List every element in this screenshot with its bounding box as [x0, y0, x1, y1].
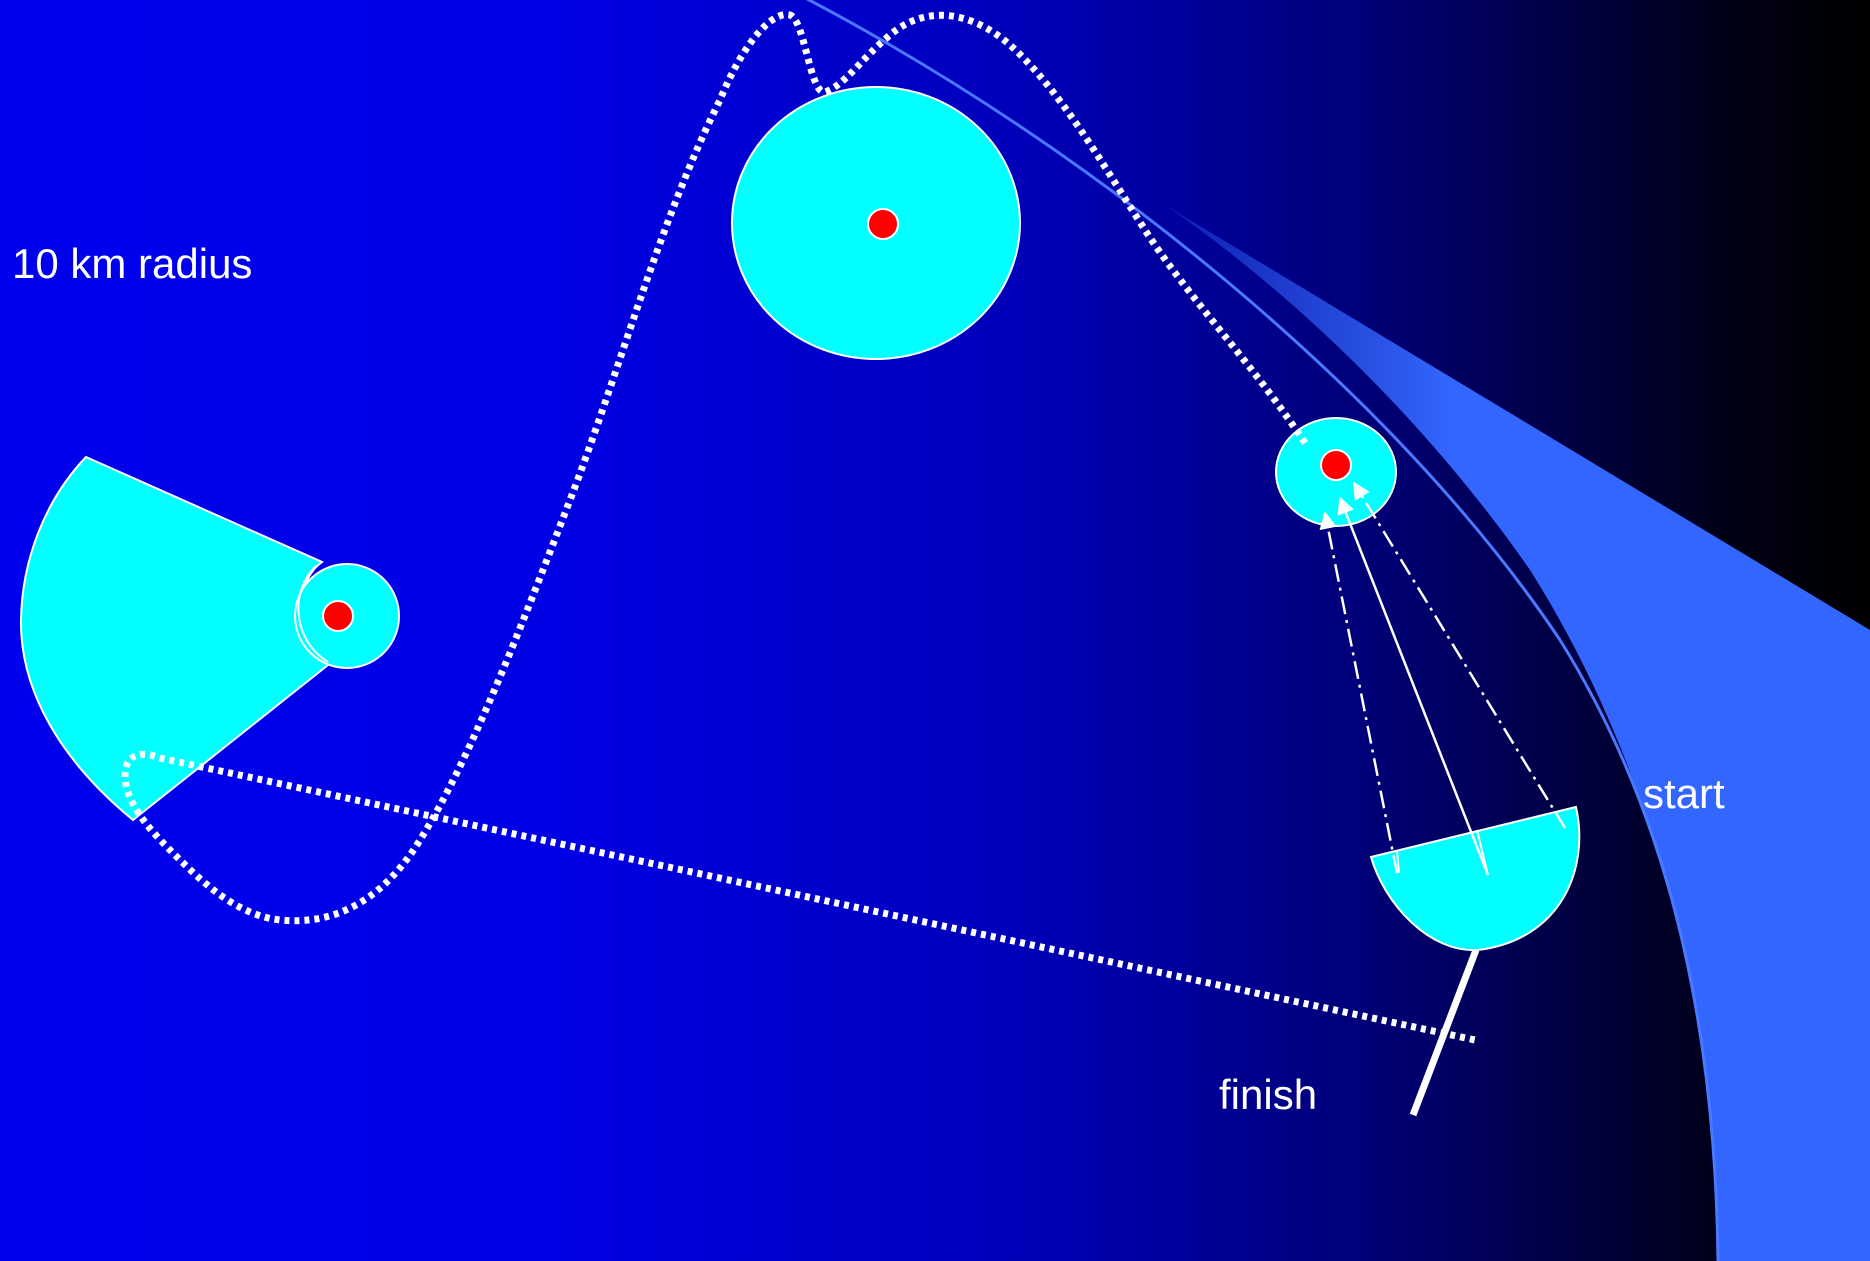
semicircle-tick-left [1396, 850, 1400, 874]
finish-semicircle-zone [1369, 805, 1581, 952]
direction-line-center [1337, 496, 1490, 876]
semicircle-tick-right [1554, 811, 1566, 829]
direction-line-left [1319, 511, 1399, 874]
start-line-arc [805, 0, 1720, 1261]
sector-cylinder-seam [297, 565, 329, 663]
semicircle-tick-mid [1476, 829, 1489, 876]
finish-label: finish [1219, 1071, 1318, 1118]
turnpoint-marker-right [1320, 449, 1352, 481]
radius-label: 10 km radius [12, 240, 253, 287]
direction-line-right [1352, 481, 1567, 829]
turnpoint-marker-left [322, 600, 354, 632]
turnpoint-marker-top [867, 208, 899, 240]
sector-zone-left [19, 455, 330, 822]
start-label: start [1643, 770, 1725, 817]
